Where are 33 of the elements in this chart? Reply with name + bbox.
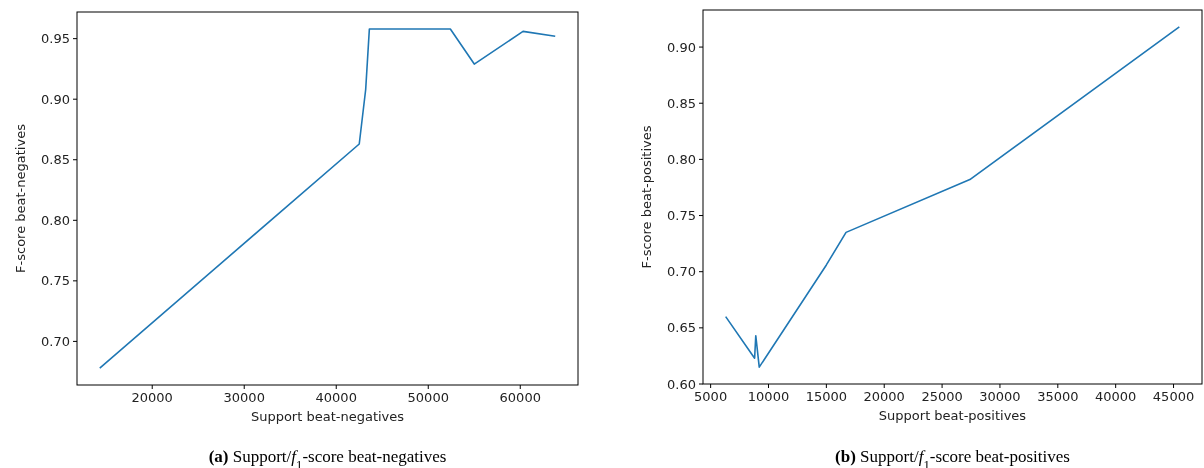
x-tick-label: 60000 xyxy=(499,390,541,405)
y-tick-label: 0.75 xyxy=(41,273,70,289)
y-axis-title: F-score beat-positives xyxy=(639,125,654,269)
x-tick-label: 10000 xyxy=(747,389,790,404)
x-axis-title: Support beat-positives xyxy=(878,408,1027,423)
x-tick-label: 30000 xyxy=(979,389,1021,404)
y-tick-label: 0.70 xyxy=(41,333,70,349)
x-tick-label: 40000 xyxy=(1094,389,1137,404)
x-axis-title: Support beat-negatives xyxy=(250,409,405,424)
y-tick-label: 0.65 xyxy=(667,320,696,336)
y-tick-label: 0.85 xyxy=(667,95,696,111)
y-tick-label: 0.90 xyxy=(667,39,696,55)
y-tick-label: 0.80 xyxy=(41,212,70,228)
y-tick-label: 0.85 xyxy=(41,152,70,168)
x-tick-label: 15000 xyxy=(805,389,848,404)
x-tick-label: 25000 xyxy=(921,389,963,404)
x-tick-label: 35000 xyxy=(1037,389,1079,404)
y-axis-title: F-score beat-negatives xyxy=(13,123,28,273)
line-series xyxy=(724,26,1181,368)
y-tick-label: 0.70 xyxy=(667,264,696,280)
x-tick-label: 5000 xyxy=(694,389,728,404)
x-tick-label: 40000 xyxy=(315,390,357,405)
y-tick-label: 0.90 xyxy=(41,91,70,107)
y-tick-label: 0.60 xyxy=(667,376,696,392)
x-tick-label: 20000 xyxy=(131,390,173,405)
x-tick-label: 20000 xyxy=(863,389,905,404)
y-tick-label: 0.95 xyxy=(41,31,70,47)
y-tick-label: 0.80 xyxy=(667,151,696,167)
line-series xyxy=(98,28,557,369)
x-tick-label: 50000 xyxy=(407,390,449,405)
x-tick-label: 45000 xyxy=(1152,389,1195,404)
x-tick-label: 30000 xyxy=(223,390,265,405)
y-tick-label: 0.75 xyxy=(667,208,696,224)
